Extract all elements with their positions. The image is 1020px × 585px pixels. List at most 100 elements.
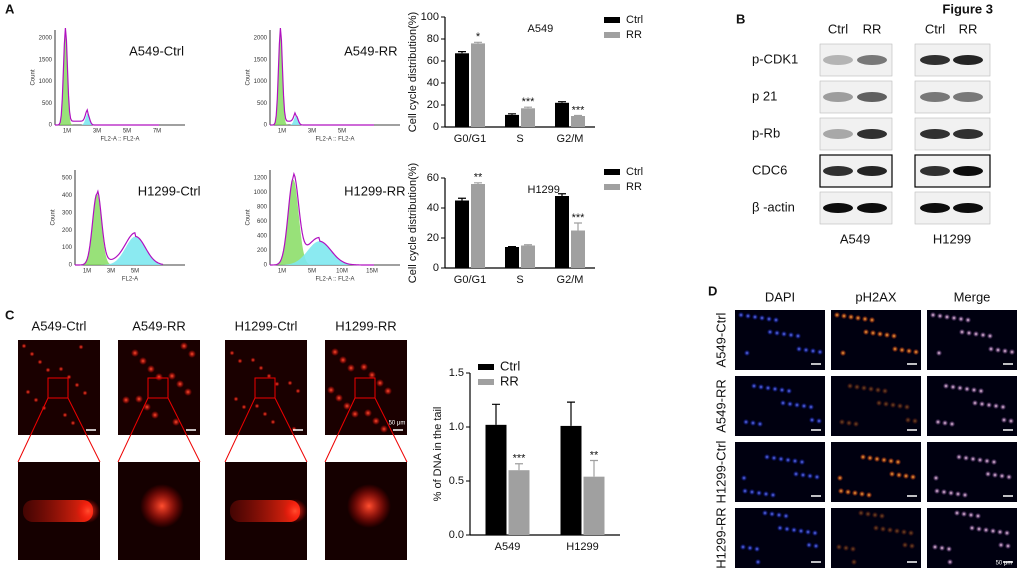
error-bar [492,403,500,425]
nucleus [904,416,912,424]
blot-band [823,92,853,102]
blot-band [823,203,853,213]
cell-spot [364,409,372,417]
blot-band [920,166,950,176]
cell-label: H1299 [933,231,971,246]
nucleus [858,490,866,498]
bar [455,200,469,268]
nucleus [902,472,910,480]
nucleus [881,387,889,395]
y-axis-label: Cell cycle distribution(%) [407,163,419,283]
significance: ** [590,449,599,461]
cell-spot [380,425,388,433]
y-tick-label: 2000 [39,36,53,42]
fit-line [269,171,375,266]
x-tick-label: 3M [308,129,316,135]
blot-band [953,92,983,102]
bar [555,102,569,127]
if-image [927,310,1017,370]
legend-label: Ctrl [626,14,643,26]
nucleus [846,382,854,390]
x-tick-label: H1299 [566,541,598,553]
nucleus [989,527,997,535]
legend-label: Ctrl [626,166,643,178]
nucleus [813,473,821,481]
nucleus [1008,348,1016,356]
significance: *** [513,453,527,465]
y-tick-label: 500 [62,176,73,182]
nucleus [849,545,857,553]
y-tick-label: 0 [49,123,53,129]
y-tick-label: 20 [427,232,439,244]
bar [560,425,582,535]
protein-label: β -actin [752,199,795,214]
nucleus [776,524,784,532]
cell-spot [25,389,31,395]
nucleus [757,383,765,391]
x-tick-label: G2/M [557,274,584,286]
bar [521,108,535,127]
x-tick-label: 5M [131,269,139,275]
g1-peak [270,31,374,125]
blot-band [857,92,887,102]
cell-spot [266,373,272,379]
nucleus [911,417,919,425]
zoom-line [117,397,149,463]
nucleus [844,488,852,496]
blot-band [857,55,887,65]
cell-spot [184,388,192,396]
fit-line [269,28,374,126]
nucleus [971,399,979,407]
nucleus [876,330,884,338]
nucleus [955,453,963,461]
nucleus [887,457,895,465]
nucleus [851,489,859,497]
nucleus [893,527,901,535]
protein-label: p-CDK1 [752,51,798,66]
nucleus [755,489,763,497]
nucleus [860,384,868,392]
fit-line [54,28,159,126]
error-bar [590,459,598,477]
nucleus [861,315,869,323]
nucleus [880,456,888,464]
nucleus [739,543,747,551]
blot-band [920,55,950,65]
x-tick-label: 10M [336,269,348,275]
x-tick-label: S [516,133,523,145]
nucleus [793,401,801,409]
nucleus [936,312,944,320]
blot-band [823,166,853,176]
nucleus [835,543,843,551]
legend-swatch [604,169,620,175]
nucleus [886,526,894,534]
y-tick-label: 300 [62,210,73,216]
nucleus [746,544,754,552]
y-tick-label: 500 [42,101,53,107]
nucleus [975,525,983,533]
y-tick-label: 0 [264,263,268,269]
blot-band [857,203,887,213]
legend-label: RR [626,29,642,41]
x-tick-label: 5M [308,269,316,275]
x-tick-label: 3M [93,129,101,135]
cell-spot [262,411,268,417]
cell-spot [180,342,188,350]
flow-title: A549-Ctrl [129,43,184,58]
y-tick-label: 1000 [254,79,268,85]
y-tick-label: 800 [257,205,268,211]
nucleus [765,315,773,323]
x-tick-label: 1M [278,269,286,275]
nucleus [786,400,794,408]
y-tick-label: 1.5 [449,367,464,379]
legend-swatch [604,184,620,190]
y-tick-label: 0 [69,263,73,269]
cell-spot [351,410,359,418]
bar [508,470,530,535]
cell-spot [274,381,280,387]
x-tick-label: G0/G1 [454,274,486,286]
comet-head [76,499,100,523]
nucleus [859,453,867,461]
nucleus [990,458,998,466]
